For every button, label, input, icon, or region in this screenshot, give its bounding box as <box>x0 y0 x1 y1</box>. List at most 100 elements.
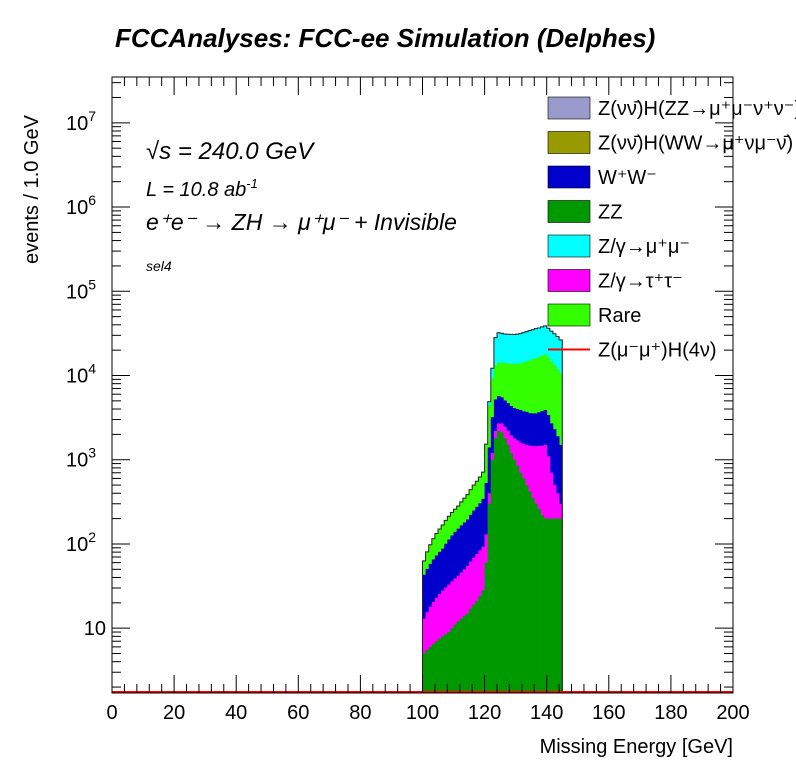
bar <box>462 615 467 693</box>
stacked-histograms <box>112 325 733 693</box>
luminosity-main: L = 10.8 ab <box>146 179 246 201</box>
bar <box>434 641 439 693</box>
legend-label: Z/γ→μ⁺μ⁻ <box>598 236 690 258</box>
legend-swatch <box>547 96 591 120</box>
bar <box>546 518 551 693</box>
bar <box>459 618 464 693</box>
bar <box>472 604 476 693</box>
stack-outline <box>112 325 733 693</box>
x-tick-label: 20 <box>163 702 185 724</box>
legend-swatch <box>547 303 591 327</box>
bar <box>493 438 498 693</box>
bar <box>441 636 445 693</box>
legend-swatch <box>547 131 591 154</box>
x-tick-label: 180 <box>654 702 687 724</box>
bar <box>484 562 489 693</box>
x-tick-label: 80 <box>349 702 371 724</box>
bar <box>552 518 557 693</box>
legend-label: Z(νν̄)H(ZZ→μ⁺μ⁻ν⁺ν⁻) <box>598 98 796 120</box>
y-tick-label: 10 <box>84 618 106 640</box>
bar <box>422 653 427 693</box>
y-tick-label: 105 <box>66 276 96 303</box>
x-tick-label: 140 <box>530 702 563 724</box>
legend-label: Rare <box>598 305 641 327</box>
legend-label: Z(νν̄)H(WW→μ⁺νμ⁻ν̄) <box>598 133 793 155</box>
legend-entry: Z/γ→τ⁺τ⁻ <box>547 269 683 293</box>
bar <box>428 646 433 693</box>
y-axis: 10 102 103 104 105 106 107 <box>66 82 733 688</box>
bar <box>509 453 513 693</box>
legend-entry: ZZ <box>547 200 622 224</box>
legend-entry: Rare <box>547 303 641 327</box>
legend-label: ZZ <box>598 202 622 224</box>
x-tick-label: 0 <box>106 702 117 724</box>
luminosity-exp: -1 <box>246 176 258 191</box>
bar <box>478 596 482 693</box>
energy-value: = 240.0 GeV <box>171 138 315 165</box>
legend-swatch <box>547 165 591 189</box>
legend-swatch <box>547 200 591 223</box>
bar <box>506 444 510 693</box>
energy-sqrt: √ <box>146 138 160 165</box>
x-tick-label: 40 <box>225 702 247 724</box>
annotations: √s = 240.0 GeV L = 10.8 ab-1 e⁺e⁻ → ZH →… <box>146 138 457 274</box>
bar <box>534 503 538 693</box>
bar <box>531 498 535 693</box>
legend-swatch <box>547 269 591 292</box>
bar <box>503 438 507 693</box>
bar <box>528 491 532 693</box>
process-label: e⁺e⁻ → ZH → μ⁺μ⁻ + Invisible <box>146 209 457 235</box>
bar <box>549 518 554 693</box>
bar <box>556 518 560 693</box>
legend-entry: Z/γ→μ⁺μ⁻ <box>547 234 690 258</box>
y-tick-label: 103 <box>66 445 96 472</box>
luminosity-label: L = 10.8 ab-1 <box>146 176 258 201</box>
legend-swatch <box>547 234 591 258</box>
bar <box>537 509 541 693</box>
bar <box>559 518 563 693</box>
bar <box>518 472 523 693</box>
x-axis-label: Missing Energy [GeV] <box>540 736 733 758</box>
bar <box>444 634 448 693</box>
bar <box>543 518 548 693</box>
bar <box>469 608 473 693</box>
y-tick-label: 107 <box>66 108 96 135</box>
bar <box>465 613 470 693</box>
x-tick-label: 160 <box>592 702 625 724</box>
bar <box>521 478 526 693</box>
x-tick-label: 100 <box>406 702 439 724</box>
y-axis-label: events / 1.0 GeV <box>21 114 43 264</box>
legend-entry: Z(νν̄)H(WW→μ⁺νμ⁻ν̄) <box>547 131 793 155</box>
bar <box>438 638 442 693</box>
bar <box>490 459 495 693</box>
y-tick-label: 104 <box>66 361 96 388</box>
legend-entry: W⁺W⁻ <box>547 165 657 189</box>
legend: Z(νν̄)H(ZZ→μ⁺μ⁻ν⁺ν⁻) Z(νν̄)H(WW→μ⁺νμ⁻ν̄) W… <box>547 96 796 362</box>
bar <box>497 430 501 693</box>
series-zz <box>422 430 563 693</box>
bar <box>540 515 544 693</box>
energy-label: √s = 240.0 GeV <box>146 138 315 165</box>
bar <box>475 601 479 693</box>
legend-label: Z(μ⁻μ⁺)H(4ν) <box>598 340 717 362</box>
y-tick-label: 102 <box>66 529 96 556</box>
bar <box>481 590 485 693</box>
x-tick-label: 200 <box>716 702 749 724</box>
bar <box>453 624 458 693</box>
selection-label: sel4 <box>146 258 172 274</box>
plot-area: 0 20 40 60 80 100 120 140 160 180 200 101021031041… <box>66 76 750 724</box>
bar <box>450 628 454 693</box>
bar <box>500 432 504 693</box>
energy-s: s <box>159 138 171 165</box>
bar <box>524 485 529 693</box>
bar <box>431 643 436 693</box>
bar <box>487 503 492 693</box>
bar <box>515 465 520 693</box>
legend-label: Z/γ→τ⁺τ⁻ <box>598 271 683 293</box>
x-axis: 0 20 40 60 80 100 120 140 160 180 200 <box>106 77 750 724</box>
x-tick-label: 60 <box>287 702 309 724</box>
bar <box>447 632 451 693</box>
bar <box>512 459 517 693</box>
legend-entry: Z(νν̄)H(ZZ→μ⁺μ⁻ν⁺ν⁻) <box>547 96 796 120</box>
